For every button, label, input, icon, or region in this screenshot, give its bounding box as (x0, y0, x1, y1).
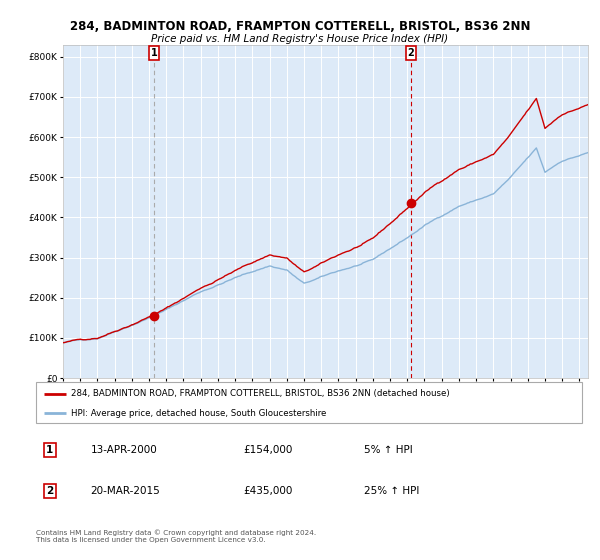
Text: 5% ↑ HPI: 5% ↑ HPI (364, 445, 412, 455)
Text: 1: 1 (151, 48, 157, 58)
FancyBboxPatch shape (36, 382, 582, 423)
Text: Price paid vs. HM Land Registry's House Price Index (HPI): Price paid vs. HM Land Registry's House … (151, 34, 449, 44)
Text: 284, BADMINTON ROAD, FRAMPTON COTTERELL, BRISTOL, BS36 2NN (detached house): 284, BADMINTON ROAD, FRAMPTON COTTERELL,… (71, 389, 450, 398)
Text: 2: 2 (407, 48, 414, 58)
Text: 20-MAR-2015: 20-MAR-2015 (91, 486, 160, 496)
Text: 284, BADMINTON ROAD, FRAMPTON COTTERELL, BRISTOL, BS36 2NN: 284, BADMINTON ROAD, FRAMPTON COTTERELL,… (70, 20, 530, 32)
Text: 13-APR-2000: 13-APR-2000 (91, 445, 157, 455)
Text: 2: 2 (46, 486, 53, 496)
Text: Contains HM Land Registry data © Crown copyright and database right 2024.
This d: Contains HM Land Registry data © Crown c… (36, 529, 316, 543)
Text: 1: 1 (46, 445, 53, 455)
Text: £154,000: £154,000 (244, 445, 293, 455)
Text: £435,000: £435,000 (244, 486, 293, 496)
Text: HPI: Average price, detached house, South Gloucestershire: HPI: Average price, detached house, Sout… (71, 409, 327, 418)
Text: 25% ↑ HPI: 25% ↑ HPI (364, 486, 419, 496)
